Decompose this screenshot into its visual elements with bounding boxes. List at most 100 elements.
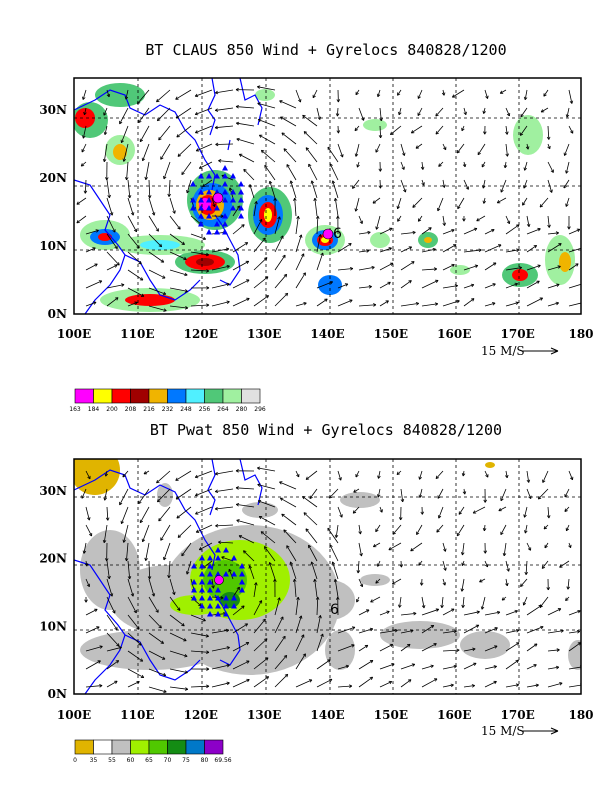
wind-vector-head [371,265,375,270]
wind-vector [169,650,188,657]
wind-vector-head [243,550,247,554]
wind-vector-head [412,230,416,235]
wind-vector [195,470,213,478]
wind-vector [442,630,457,634]
wind-vector-head [397,92,401,96]
wind-vector [257,484,276,490]
wind-vector-head [284,673,289,678]
wind-vector-head [539,204,544,208]
wind-vector [195,524,213,533]
wind-vector-head [352,185,356,189]
wind-vector [158,506,171,522]
wind-vector [376,215,381,230]
wind-vector [500,524,507,535]
wind-vector-head [214,90,219,95]
wind-vector-head [98,280,103,284]
wind-vector [127,269,144,281]
wind-vector [435,125,444,135]
wind-vector-head [462,163,467,168]
lat-label: 30N [39,103,67,117]
wind-vector [305,147,318,163]
wind-vector-head [505,153,509,157]
wind-vector [522,197,528,206]
wind-vector-head [386,610,390,614]
wind-vector-head [289,180,294,184]
sample-marker [231,603,237,609]
wind-vector [501,596,507,601]
wind-vector [283,148,297,163]
wind-vector [547,666,559,670]
wind-vector [397,89,402,96]
wind-vector [125,89,129,100]
wind-vector-head [206,667,210,671]
wind-vector [483,197,486,204]
wind-vector-head [115,660,120,664]
wind-vector [127,251,142,265]
lon-label: 120E [184,708,218,722]
wind-vector-head [184,272,188,277]
sample-marker [222,229,228,235]
wind-vector-head [546,587,551,591]
wind-vector-head [443,146,447,151]
sample-marker [238,205,244,211]
wind-vector [295,302,307,307]
panel2-title: BT Pwat 850 Wind + Gyrelocs 840828/1200 [150,421,502,439]
panel2-lat-labels: 0N 10N 20N 30N [39,484,67,701]
lon-label: 160E [437,708,471,722]
wind-vector [169,686,188,690]
wind-vector-head [87,475,91,480]
wind-vector-head [309,495,313,500]
wind-vector [456,524,465,537]
wind-vector-head [303,301,307,306]
wind-vector-head [320,633,324,637]
wind-vector [85,560,88,567]
colorbar-swatch [148,739,168,755]
wind-vector-head [514,282,518,287]
wind-vector-head [369,676,374,681]
wind-vector-head [226,646,230,650]
wind-vector-head [377,494,381,498]
wind-vector [415,143,423,149]
wind-vector-head [567,226,571,230]
wind-vector-head [482,527,487,532]
wind-vector [400,679,412,688]
wind-vector [524,524,528,534]
wind-vector-head [328,678,333,683]
wind-vector [462,596,465,608]
lon-label: 160E [437,327,471,341]
wind-vector-head [102,158,107,163]
wind-vector-head [500,531,504,536]
wind-vector [148,578,155,597]
wind-vector-head [206,303,210,307]
wind-vector-head [163,689,167,694]
wind-vector [269,562,276,580]
wind-vector [375,578,381,584]
wind-vector-head [453,664,457,669]
wind-vector-head [121,283,125,287]
panel2-map: 6 [73,458,582,695]
wind-vector-head [361,117,365,121]
wind-vector-head [214,125,218,130]
wind-vector [438,161,444,167]
wind-vector-head [430,624,435,629]
wind-vector [308,163,318,181]
lon-label: 180 [568,708,593,722]
wind-vector-head [433,643,437,647]
panel2-lon-labels: 100E 110E 120E 130E 140E 150E 160E 170E 180 [57,708,594,722]
wind-vector-head [540,625,544,630]
wind-vector [85,229,99,235]
wind-vector [169,251,187,260]
panel2-grid [74,459,581,694]
wind-vector-head [403,189,407,193]
wind-vector [421,303,438,307]
wind-vector [523,179,528,189]
wind-vector-head [122,539,126,543]
wind-vector-head [88,532,93,537]
wind-vector-head [565,527,570,532]
wind-vector [400,613,417,616]
panel1-tc-symbol: 6 [333,226,342,242]
wind-vector-head [160,156,164,160]
wind-vector [564,143,570,156]
wind-vector [211,283,230,289]
